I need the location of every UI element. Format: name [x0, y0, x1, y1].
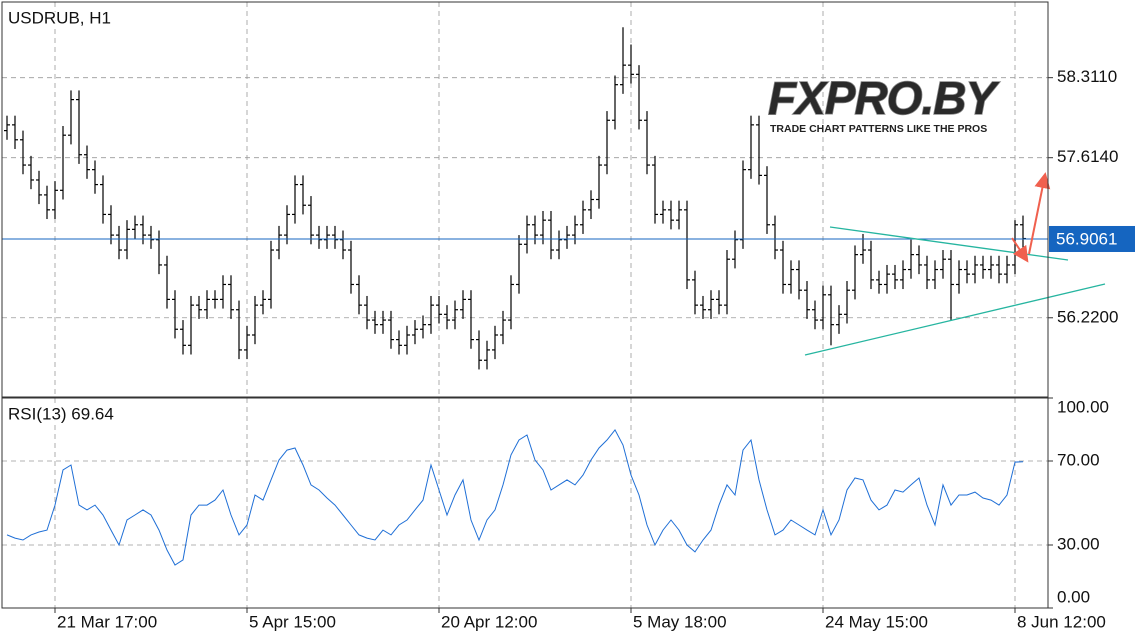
last-price-box: [1049, 225, 1135, 252]
y-tick-label: 58.3110: [1057, 67, 1117, 86]
x-tick-label: 21 Mar 17:00: [57, 612, 157, 631]
x-tick-label: 24 May 15:00: [825, 612, 928, 631]
rsi-panel-border: [1, 397, 1049, 609]
rsi-line: [6, 428, 1024, 566]
y-tick-label: 56.2200: [1057, 307, 1118, 326]
last-price-label: 56.9061: [1056, 229, 1117, 248]
panel-title: RSI(13) 69.64: [8, 404, 114, 423]
logo-tagline: TRADE CHART PATTERNS LIKE THE PROS: [770, 123, 987, 135]
logo: FXPRO.BY: [768, 72, 1000, 124]
y-tick-label: 70.00: [1057, 450, 1100, 469]
y-tick-label: 30.00: [1057, 534, 1100, 553]
x-tick-label: 8 Jun 12:00: [1017, 612, 1106, 631]
x-tick-label: 5 Apr 15:00: [249, 612, 336, 631]
x-tick-label: 5 May 18:00: [633, 612, 727, 631]
arrow: [1028, 172, 1051, 255]
arrow: [1011, 237, 1029, 263]
y-tick-label: 0.00: [1057, 587, 1090, 606]
y-tick-label: 100.00: [1057, 397, 1109, 416]
y-tick-label: 57.6140: [1057, 147, 1118, 166]
trend-line: [804, 283, 1106, 356]
panel-title: USDRUB, H1: [8, 8, 111, 27]
price-panel-border: [1, 1, 1049, 398]
x-tick-label: 20 Apr 12:00: [441, 612, 537, 631]
